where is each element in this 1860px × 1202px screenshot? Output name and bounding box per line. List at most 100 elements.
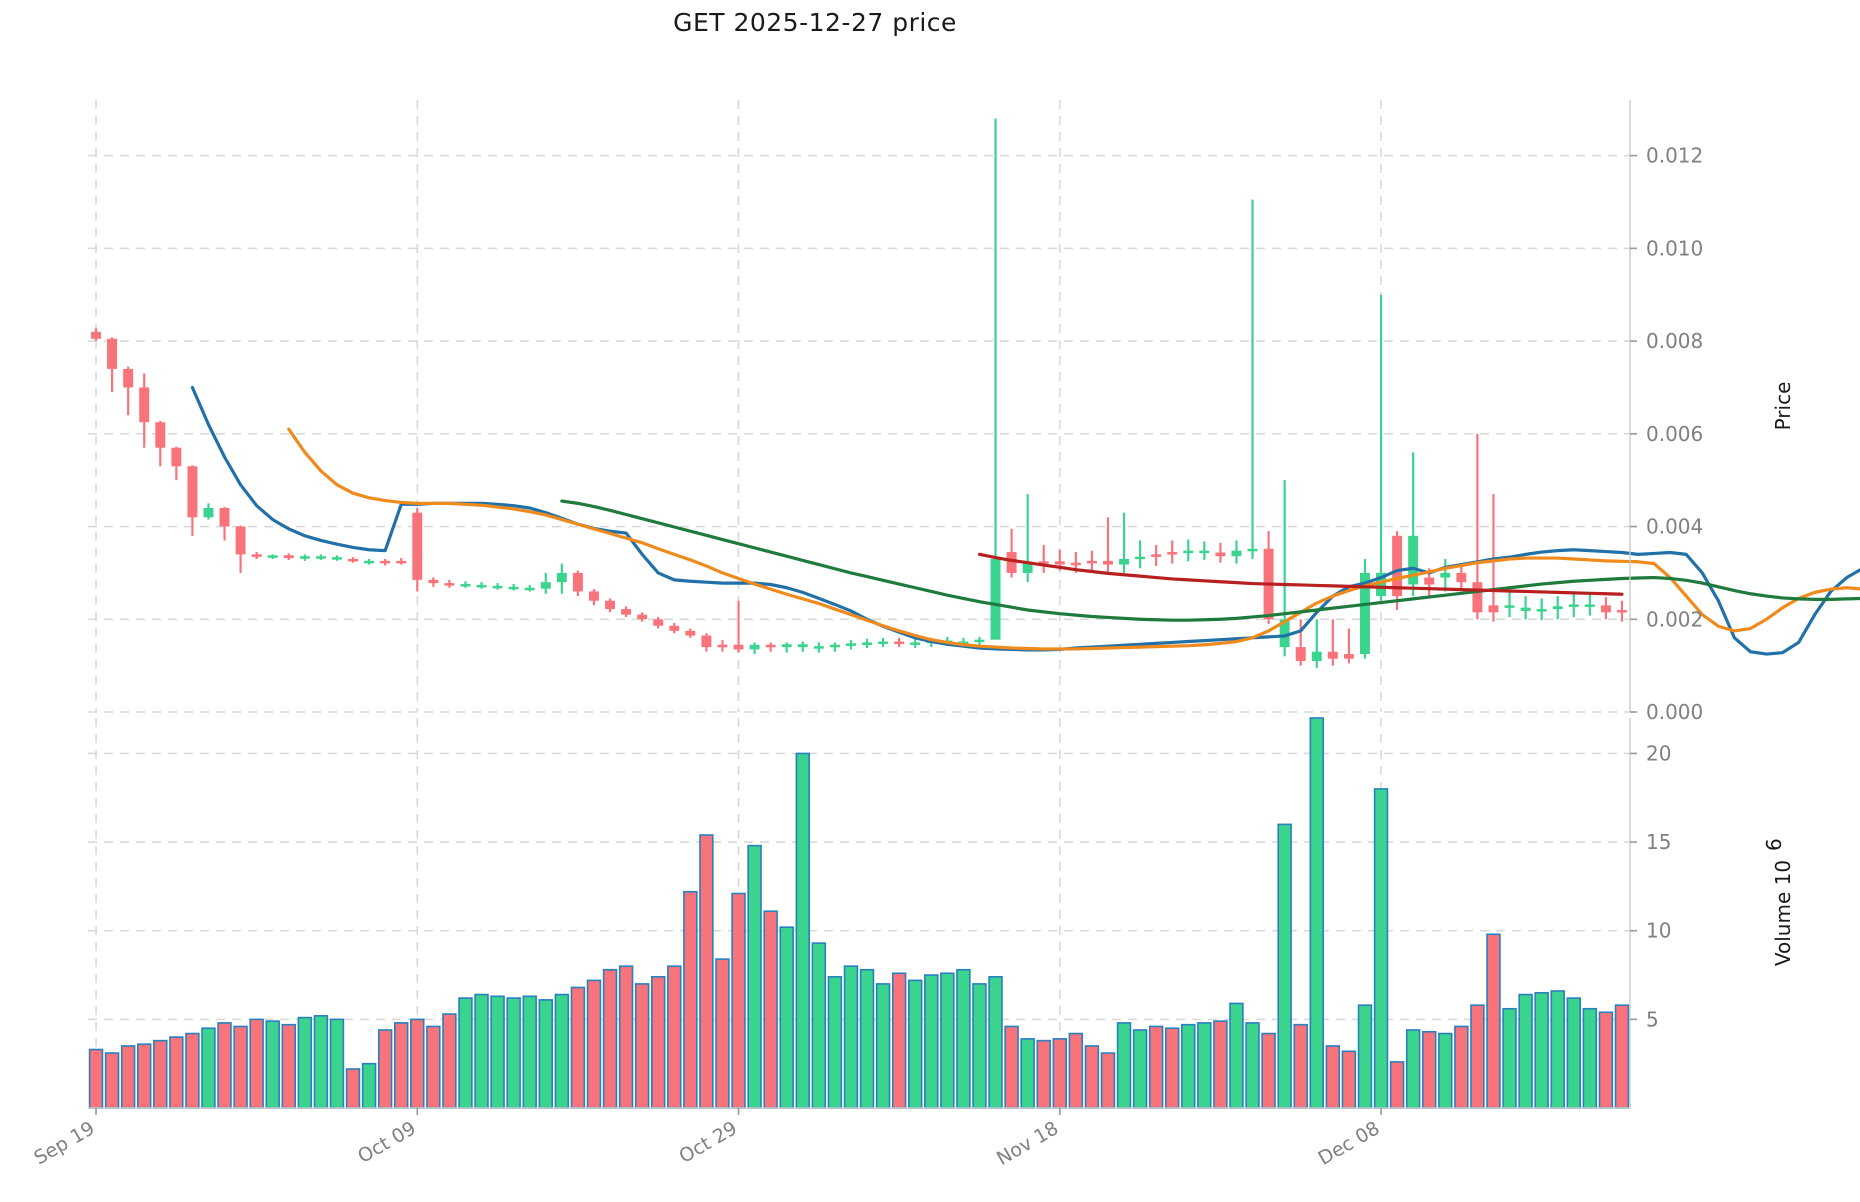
volume-bar — [458, 997, 473, 1109]
candle-body — [974, 639, 985, 643]
volume-bar — [699, 834, 714, 1109]
candle-body — [1279, 619, 1290, 648]
volume-bar — [345, 1068, 361, 1109]
volume-bar — [1614, 1004, 1630, 1109]
x-tick-label: Nov 18 — [993, 1117, 1062, 1170]
candle-body — [1408, 535, 1419, 585]
volume-bar — [811, 942, 827, 1109]
svg-text:Volume 10: Volume 10 — [1771, 860, 1795, 966]
volume-bar — [1068, 1032, 1084, 1109]
volume-bar — [1357, 1004, 1373, 1109]
candle-body — [251, 554, 262, 557]
volume-bar — [297, 1016, 313, 1109]
volume-bar — [1566, 997, 1582, 1109]
volume-bar — [1373, 788, 1389, 1109]
candle-body — [1167, 552, 1178, 555]
volume-bar — [329, 1018, 345, 1109]
ma-darkred — [977, 552, 1624, 596]
volume-tick-label: 15 — [1646, 830, 1671, 854]
volume-bar — [1132, 1029, 1148, 1109]
volume-bars-group — [88, 717, 1630, 1109]
volume-bar — [731, 892, 746, 1109]
volume-bar — [185, 1032, 200, 1109]
candle-body — [605, 600, 616, 610]
candle-body — [1327, 651, 1338, 659]
candle-body — [1488, 605, 1499, 613]
candle-body — [492, 585, 503, 589]
price-axis-ticks: 0.012 0.010 0.008 0.006 0.004 0.002 0.000 — [1630, 144, 1703, 724]
candle-body — [765, 644, 776, 648]
volume-bar — [715, 958, 730, 1109]
candle-body — [267, 555, 278, 558]
candle-body — [1119, 559, 1130, 565]
volume-bar — [249, 1018, 264, 1109]
candle-body — [653, 619, 664, 626]
volume-bar — [1116, 1022, 1132, 1109]
candle-body — [91, 331, 102, 339]
candle-body — [1424, 577, 1435, 585]
volume-bar — [1229, 1002, 1244, 1109]
volume-bar — [538, 999, 554, 1109]
candle-body — [813, 646, 824, 649]
volume-bar — [1100, 1052, 1116, 1109]
candle-body — [476, 584, 487, 588]
candle-body — [299, 556, 310, 559]
x-tick-label: Oct 09 — [354, 1117, 420, 1168]
candle-body — [412, 512, 423, 580]
volume-bar — [265, 1020, 280, 1109]
x-tick-label: Dec 08 — [1315, 1117, 1384, 1170]
volume-bar — [1293, 1023, 1308, 1109]
volume-bar — [1534, 991, 1549, 1109]
candle-body — [348, 559, 359, 562]
x-axis-ticks: Sep 19 Oct 09 Oct 29 Nov 18 Dec 08 — [30, 1108, 1384, 1170]
volume-bar — [650, 976, 666, 1109]
candle-body — [1359, 572, 1370, 655]
price-tick-label: 0.004 — [1646, 515, 1703, 539]
candle-body — [187, 466, 198, 518]
candle-body — [910, 642, 921, 645]
candle-body — [1584, 604, 1595, 607]
volume-bar — [667, 965, 682, 1109]
volume-bar — [972, 983, 987, 1109]
candle-body — [1151, 554, 1162, 557]
volume-bar — [1438, 1032, 1453, 1109]
volume-bar — [1598, 1011, 1614, 1109]
candle-body — [1070, 562, 1081, 566]
candle-body — [1343, 654, 1354, 659]
volume-bar — [201, 1027, 216, 1109]
volume-bar — [1148, 1025, 1164, 1109]
volume-bar — [1454, 1025, 1469, 1109]
volume-bar — [1036, 1039, 1051, 1109]
volume-bar — [506, 997, 521, 1109]
candle-body — [171, 447, 182, 467]
candle-body — [958, 641, 969, 645]
volume-bar — [1020, 1038, 1035, 1109]
candle-body — [1392, 535, 1403, 597]
candle-body — [331, 557, 342, 560]
candle-body — [1600, 605, 1611, 613]
axis-titles: Price Volume 10 6 — [1762, 382, 1795, 967]
volume-bar — [875, 983, 891, 1109]
price-tick-label: 0.008 — [1646, 329, 1703, 353]
candle-body — [396, 560, 407, 564]
candle-body — [797, 644, 808, 648]
price-tick-label: 0.010 — [1646, 236, 1703, 260]
volume-bar — [1164, 1027, 1180, 1109]
volume-bar — [554, 993, 570, 1109]
moving-average-lines — [190, 385, 1860, 656]
candle-body — [1054, 561, 1065, 565]
volume-bar — [634, 983, 650, 1109]
volume-bar — [618, 965, 634, 1109]
volume-bar — [104, 1052, 120, 1109]
candle-body — [749, 644, 760, 650]
candle-body — [460, 584, 471, 587]
volume-bar — [795, 752, 811, 1109]
volume-bar — [891, 972, 907, 1109]
candle-body — [1006, 552, 1017, 573]
volume-bar — [602, 968, 618, 1109]
volume-bar — [522, 995, 537, 1109]
candlesticks-group — [91, 118, 1627, 668]
volume-bar — [779, 926, 794, 1109]
